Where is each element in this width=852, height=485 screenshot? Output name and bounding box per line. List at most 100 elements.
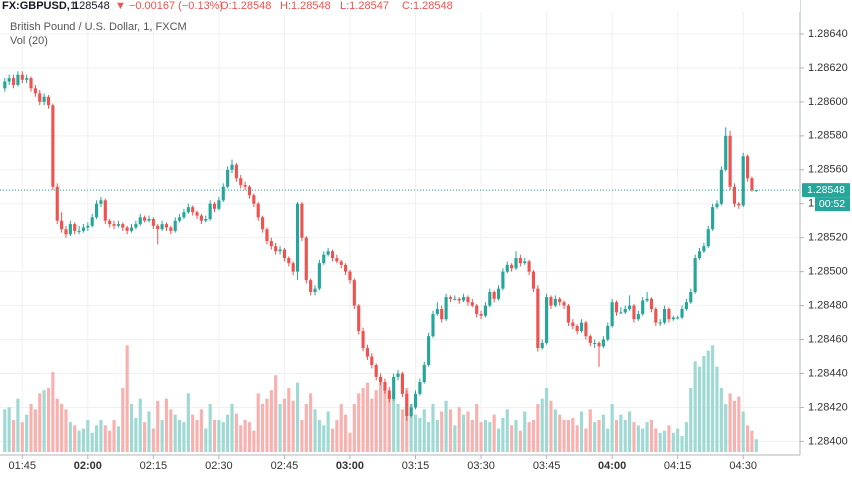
y-tick-label: 1.28620	[808, 62, 848, 74]
volume-bar	[422, 409, 426, 452]
volume-bar	[689, 388, 693, 452]
volume-bar	[287, 388, 291, 452]
volume-bar	[540, 398, 544, 452]
volume-bar	[261, 404, 265, 452]
volume-bar	[357, 393, 361, 452]
candle-body	[724, 135, 728, 170]
candle-body	[549, 297, 553, 306]
candle-body	[536, 288, 540, 349]
volume-bar	[208, 404, 212, 452]
volume-bar	[418, 417, 422, 452]
volume-bar	[33, 409, 37, 452]
volume-bar	[169, 409, 173, 452]
candle-body	[470, 302, 474, 306]
volume-bar	[383, 385, 387, 452]
volume-bar	[204, 428, 208, 452]
volume-bar	[121, 388, 125, 452]
volume-bar	[38, 393, 42, 452]
y-tick-label: 1.28560	[808, 164, 848, 176]
volume-bar	[396, 404, 400, 452]
candle-body	[523, 261, 527, 264]
volume-bar	[239, 425, 243, 452]
volume-bar	[304, 404, 308, 452]
volume-bar	[68, 422, 72, 452]
candle-body	[199, 215, 203, 221]
candle-body	[623, 308, 627, 313]
candle-body	[112, 224, 116, 226]
ohlc-high: H:1.28548	[280, 0, 331, 12]
volume-bar	[531, 420, 536, 452]
candle-body	[208, 203, 212, 220]
volume-bar	[676, 428, 680, 452]
candle-body	[584, 322, 588, 337]
candle-body	[300, 203, 304, 238]
volume-bar	[719, 388, 723, 452]
volume-bar	[562, 420, 566, 452]
volume-bar	[182, 422, 186, 452]
candle-body	[628, 305, 632, 309]
candle-body	[20, 74, 24, 80]
countdown-bg	[815, 197, 850, 212]
volume-bar	[610, 404, 614, 452]
volume-bar	[492, 414, 496, 452]
y-tick-label: 1.28480	[808, 300, 848, 312]
candle-body	[641, 300, 645, 315]
volume-bar	[365, 382, 370, 452]
candle-body	[527, 261, 531, 272]
volume-bar	[195, 420, 199, 452]
candle-body	[715, 203, 719, 208]
volume-bar	[339, 404, 343, 452]
candle-body	[103, 200, 107, 221]
volume-bar	[60, 404, 64, 452]
candle-body	[737, 203, 741, 206]
volume-bar	[545, 388, 549, 452]
volume-bar	[16, 398, 20, 452]
volume-bar	[151, 428, 155, 452]
volume-bar	[518, 430, 522, 452]
candle-body	[352, 280, 356, 306]
candle-body	[413, 393, 418, 408]
candle-body	[676, 317, 680, 319]
volume-bar	[711, 345, 715, 452]
y-tick-label: 1.28600	[808, 96, 848, 108]
volume-bar	[457, 407, 461, 452]
candle-body	[457, 298, 461, 301]
candle-body	[461, 297, 466, 301]
volume-bar	[278, 404, 282, 452]
ohlc-low: L:1.28547	[340, 0, 389, 12]
candle-body	[649, 298, 654, 309]
volume-bar	[732, 400, 737, 452]
volume-bar	[527, 422, 531, 452]
candle-body	[322, 254, 326, 264]
candle-body	[357, 305, 361, 332]
candle-body	[81, 227, 86, 231]
x-tick-label: 04:30	[729, 460, 757, 472]
candle-body	[435, 308, 439, 315]
candle-body	[269, 241, 273, 247]
candle-body	[418, 381, 422, 394]
candle-body	[339, 261, 343, 265]
x-tick-label: 02:15	[140, 460, 168, 472]
candle-body	[42, 96, 46, 102]
candle-body	[230, 164, 234, 170]
candle-body	[129, 227, 134, 231]
candle-body	[291, 263, 295, 272]
volume-bar	[466, 411, 470, 452]
candle-body	[221, 186, 225, 201]
price-tag-bg	[802, 183, 850, 198]
candle-body	[274, 246, 278, 252]
candle-body	[422, 365, 426, 382]
x-tick-label: 03:30	[467, 460, 495, 472]
volume-bar	[103, 425, 107, 452]
candle-body	[501, 271, 505, 289]
candle-body	[483, 305, 487, 316]
candle-body	[348, 271, 352, 281]
candle-body	[684, 302, 688, 309]
candle-body	[671, 317, 675, 320]
candle-body	[396, 373, 400, 377]
volume-bar	[217, 420, 221, 452]
candle-layer	[3, 71, 758, 422]
candle-body	[191, 207, 195, 213]
volume-bar	[147, 411, 151, 452]
countdown: 00:52	[819, 198, 845, 210]
